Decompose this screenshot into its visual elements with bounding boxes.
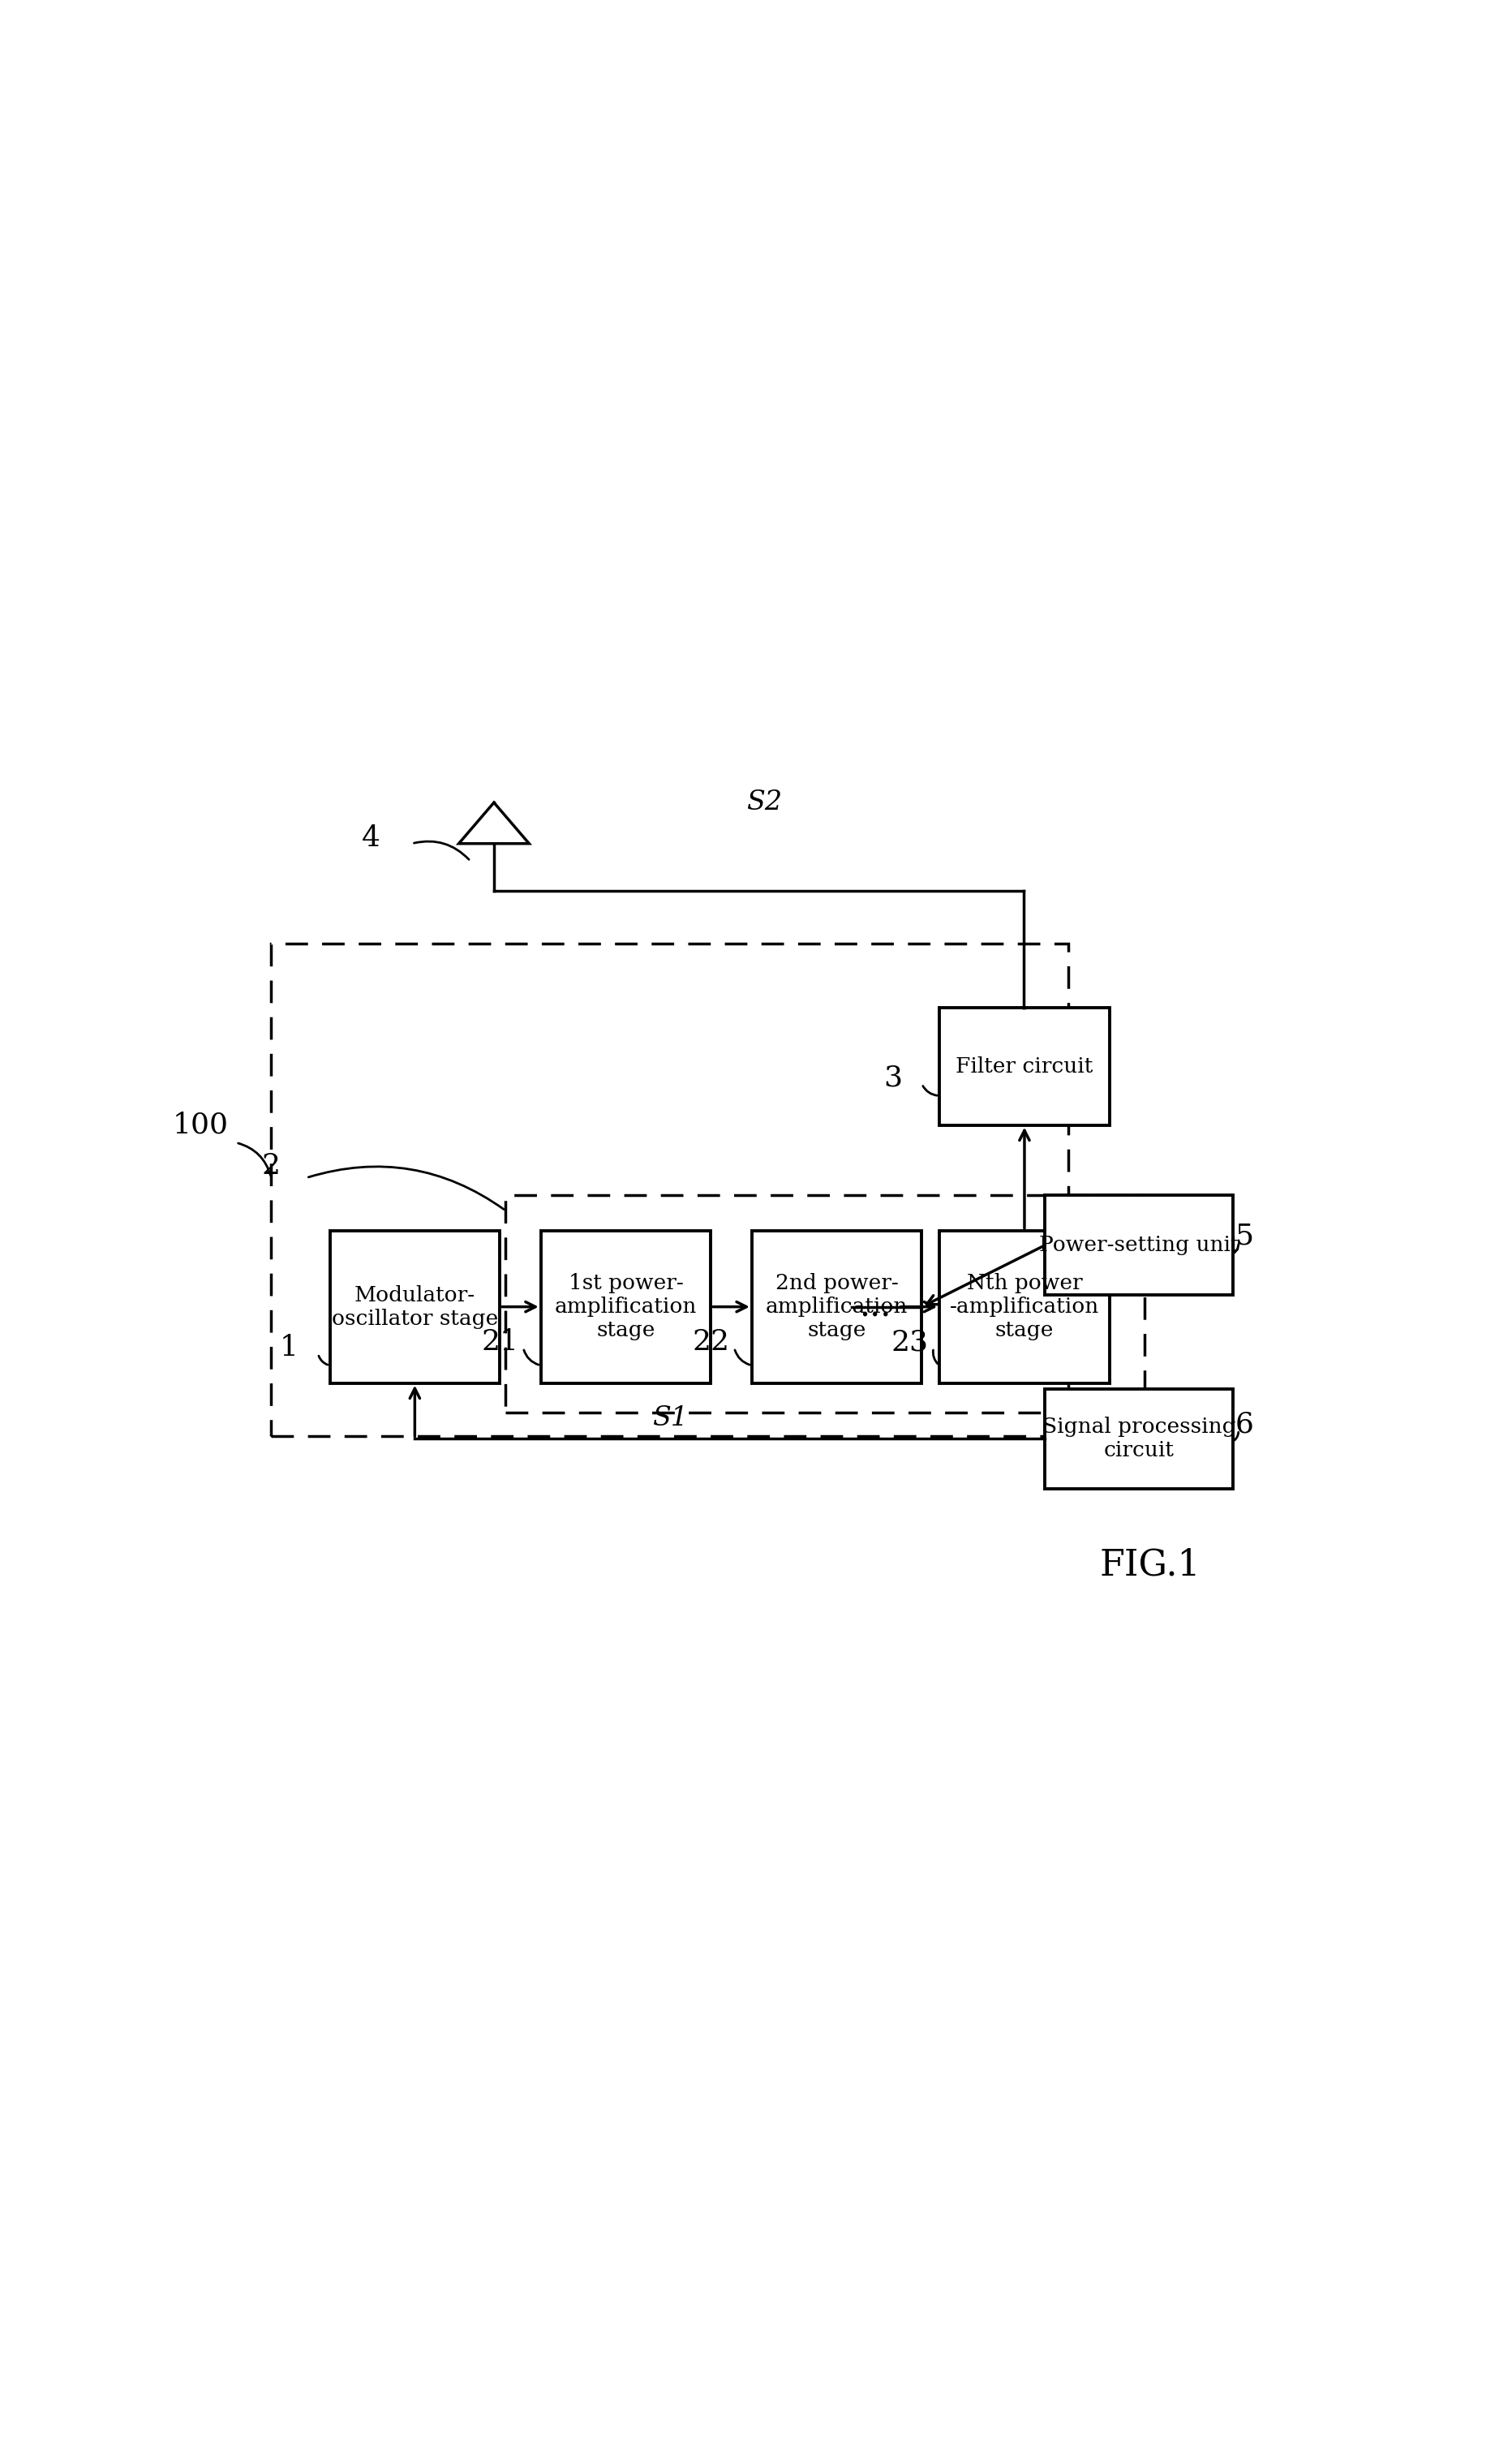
FancyBboxPatch shape (1045, 1390, 1232, 1488)
Text: Nth power
-amplification
stage: Nth power -amplification stage (950, 1274, 1099, 1341)
FancyBboxPatch shape (1045, 1196, 1232, 1294)
Text: 3: 3 (883, 1065, 901, 1092)
FancyBboxPatch shape (751, 1230, 921, 1383)
Text: Filter circuit: Filter circuit (956, 1055, 1093, 1077)
Text: FIG.1: FIG.1 (1099, 1547, 1201, 1582)
Text: Signal processing
circuit: Signal processing circuit (1042, 1417, 1235, 1461)
Text: 1: 1 (280, 1333, 298, 1363)
Text: Modulator-
oscillator stage: Modulator- oscillator stage (331, 1284, 497, 1328)
Text: 21: 21 (481, 1328, 519, 1355)
FancyBboxPatch shape (939, 1009, 1108, 1124)
FancyBboxPatch shape (540, 1230, 711, 1383)
Text: 1st power-
amplification
stage: 1st power- amplification stage (555, 1274, 697, 1341)
Text: S2: S2 (745, 790, 782, 817)
Text: Power-setting unit: Power-setting unit (1039, 1235, 1238, 1255)
Text: 23: 23 (891, 1328, 928, 1355)
Text: 6: 6 (1234, 1410, 1253, 1437)
Text: 100: 100 (172, 1112, 228, 1139)
FancyBboxPatch shape (939, 1230, 1108, 1383)
Text: 2: 2 (262, 1151, 280, 1181)
FancyBboxPatch shape (330, 1230, 499, 1383)
Text: 4: 4 (361, 824, 380, 851)
Text: 5: 5 (1234, 1223, 1253, 1250)
Text: ...: ... (859, 1289, 891, 1323)
Text: 2nd power-
amplification
stage: 2nd power- amplification stage (765, 1274, 907, 1341)
Text: S1: S1 (652, 1405, 688, 1432)
Text: 22: 22 (692, 1328, 729, 1355)
Polygon shape (458, 802, 529, 844)
